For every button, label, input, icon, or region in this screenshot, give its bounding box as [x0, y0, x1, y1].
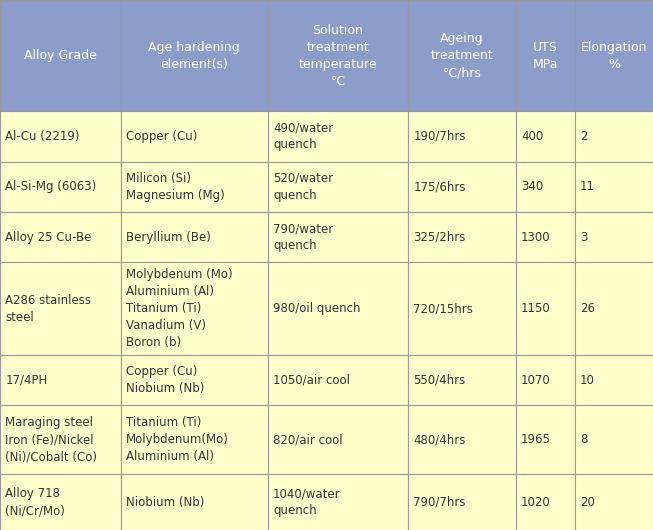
- Bar: [408, 405, 516, 474]
- Bar: [0, 212, 121, 262]
- Text: 790/water
quench: 790/water quench: [273, 222, 333, 252]
- Bar: [0, 0, 121, 111]
- Text: 490/water
quench: 490/water quench: [273, 121, 333, 152]
- Text: 2: 2: [580, 130, 587, 143]
- Bar: [121, 212, 268, 262]
- Text: 175/6hrs: 175/6hrs: [413, 180, 466, 193]
- Bar: [268, 262, 408, 355]
- Text: Alloy 718
(Ni/Cr/Mo): Alloy 718 (Ni/Cr/Mo): [5, 487, 65, 517]
- Bar: [0, 262, 121, 355]
- Bar: [0, 405, 121, 474]
- Bar: [575, 212, 653, 262]
- Text: 1070: 1070: [521, 374, 551, 387]
- Bar: [408, 212, 516, 262]
- Bar: [268, 212, 408, 262]
- Text: Elongation
%: Elongation %: [581, 41, 647, 70]
- Bar: [575, 355, 653, 405]
- Text: Milicon (Si)
Magnesium (Mg): Milicon (Si) Magnesium (Mg): [126, 172, 225, 202]
- Text: 8: 8: [580, 434, 587, 446]
- Text: 3: 3: [580, 231, 587, 244]
- Bar: [268, 162, 408, 212]
- Bar: [516, 0, 575, 111]
- Text: Al-Cu (2219): Al-Cu (2219): [5, 130, 80, 143]
- Text: 1150: 1150: [521, 302, 551, 315]
- Bar: [121, 262, 268, 355]
- Text: Beryllium (Be): Beryllium (Be): [126, 231, 211, 244]
- Bar: [408, 0, 516, 111]
- Bar: [575, 162, 653, 212]
- Text: 980/oil quench: 980/oil quench: [273, 302, 360, 315]
- Text: Maraging steel
Iron (Fe)/Nickel
(Ni)/Cobalt (Co): Maraging steel Iron (Fe)/Nickel (Ni)/Cob…: [5, 417, 97, 463]
- Text: 325/2hrs: 325/2hrs: [413, 231, 466, 244]
- Text: 520/water
quench: 520/water quench: [273, 172, 333, 202]
- Text: 10: 10: [580, 374, 595, 387]
- Text: A286 stainless
steel: A286 stainless steel: [5, 294, 91, 324]
- Bar: [121, 405, 268, 474]
- Bar: [516, 405, 575, 474]
- Text: Solution
treatment
temperature
°C: Solution treatment temperature °C: [298, 24, 377, 87]
- Text: 400: 400: [521, 130, 543, 143]
- Bar: [268, 405, 408, 474]
- Text: UTS
MPa: UTS MPa: [532, 41, 558, 70]
- Bar: [268, 111, 408, 162]
- Bar: [121, 474, 268, 530]
- Text: Copper (Cu): Copper (Cu): [126, 130, 197, 143]
- Text: Alloy Grade: Alloy Grade: [24, 49, 97, 62]
- Text: Ageing
treatment
°C/hrs: Ageing treatment °C/hrs: [430, 32, 494, 79]
- Bar: [0, 355, 121, 405]
- Bar: [121, 0, 268, 111]
- Text: 1020: 1020: [521, 496, 551, 509]
- Bar: [575, 0, 653, 111]
- Bar: [268, 474, 408, 530]
- Bar: [408, 474, 516, 530]
- Bar: [516, 262, 575, 355]
- Text: 720/15hrs: 720/15hrs: [413, 302, 473, 315]
- Text: 790/7hrs: 790/7hrs: [413, 496, 466, 509]
- Text: 1300: 1300: [521, 231, 550, 244]
- Bar: [121, 162, 268, 212]
- Text: 340: 340: [521, 180, 543, 193]
- Bar: [408, 111, 516, 162]
- Bar: [575, 405, 653, 474]
- Bar: [516, 212, 575, 262]
- Text: Niobium (Nb): Niobium (Nb): [126, 496, 204, 509]
- Text: 190/7hrs: 190/7hrs: [413, 130, 466, 143]
- Bar: [0, 162, 121, 212]
- Text: Molybdenum (Mo)
Aluminium (Al)
Titanium (Ti)
Vanadium (V)
Boron (b): Molybdenum (Mo) Aluminium (Al) Titanium …: [126, 268, 232, 349]
- Text: Al-Si-Mg (6063): Al-Si-Mg (6063): [5, 180, 97, 193]
- Bar: [575, 111, 653, 162]
- Bar: [516, 355, 575, 405]
- Text: 11: 11: [580, 180, 595, 193]
- Text: 20: 20: [580, 496, 595, 509]
- Text: 550/4hrs: 550/4hrs: [413, 374, 466, 387]
- Text: Age hardening
element(s): Age hardening element(s): [148, 41, 240, 70]
- Bar: [408, 162, 516, 212]
- Text: 820/air cool: 820/air cool: [273, 434, 343, 446]
- Bar: [0, 111, 121, 162]
- Bar: [268, 0, 408, 111]
- Bar: [516, 474, 575, 530]
- Text: 17/4PH: 17/4PH: [5, 374, 48, 387]
- Bar: [516, 111, 575, 162]
- Text: Alloy 25 Cu-Be: Alloy 25 Cu-Be: [5, 231, 91, 244]
- Text: Titanium (Ti)
Molybdenum(Mo)
Aluminium (Al): Titanium (Ti) Molybdenum(Mo) Aluminium (…: [126, 417, 229, 463]
- Text: 1050/air cool: 1050/air cool: [273, 374, 350, 387]
- Bar: [516, 162, 575, 212]
- Bar: [121, 111, 268, 162]
- Text: 26: 26: [580, 302, 595, 315]
- Bar: [268, 355, 408, 405]
- Bar: [408, 262, 516, 355]
- Bar: [121, 355, 268, 405]
- Bar: [575, 262, 653, 355]
- Text: 1965: 1965: [521, 434, 551, 446]
- Text: 480/4hrs: 480/4hrs: [413, 434, 466, 446]
- Bar: [0, 474, 121, 530]
- Text: Copper (Cu)
Niobium (Nb): Copper (Cu) Niobium (Nb): [126, 365, 204, 395]
- Bar: [408, 355, 516, 405]
- Text: 1040/water
quench: 1040/water quench: [273, 487, 341, 517]
- Bar: [575, 474, 653, 530]
